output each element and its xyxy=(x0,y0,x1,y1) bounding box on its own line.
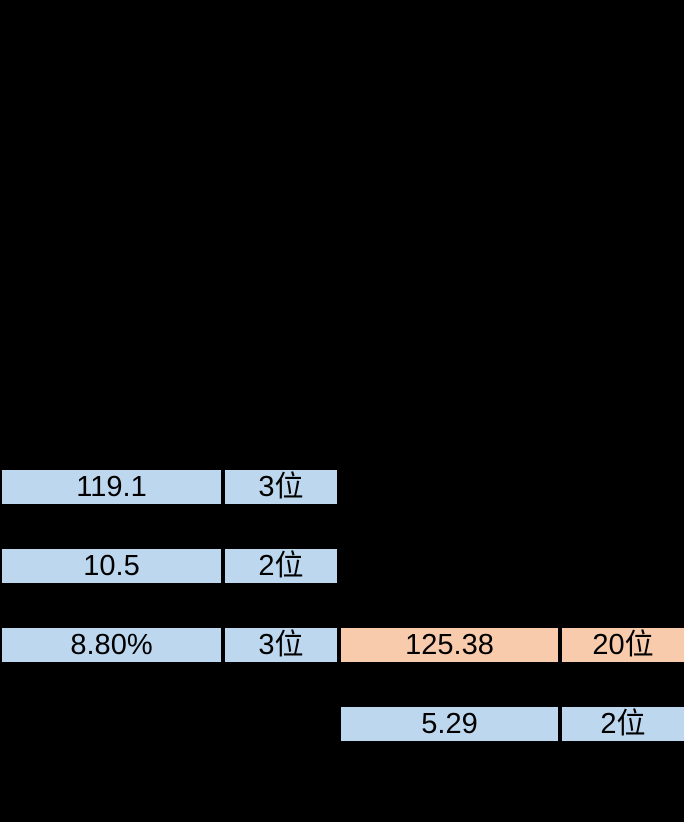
value-cell[interactable]: 125.38 xyxy=(339,626,560,664)
value-cell[interactable]: 10.5 xyxy=(0,547,223,585)
stat-row: 10.5 2位 xyxy=(0,547,339,585)
value-cell[interactable]: 119.1 xyxy=(0,468,223,506)
value-cell[interactable]: 8.80% xyxy=(0,626,223,664)
rank-cell[interactable]: 2位 xyxy=(560,705,684,743)
rank-cell[interactable]: 3位 xyxy=(223,468,339,506)
stat-row: 125.38 20位 xyxy=(339,626,684,664)
value-cell[interactable]: 5.29 xyxy=(339,705,560,743)
rank-cell[interactable]: 2位 xyxy=(223,547,339,585)
stat-row: 119.1 3位 xyxy=(0,468,339,506)
stat-row: 8.80% 3位 xyxy=(0,626,339,664)
stat-row: 5.29 2位 xyxy=(339,705,684,743)
rank-cell[interactable]: 3位 xyxy=(223,626,339,664)
rank-cell[interactable]: 20位 xyxy=(560,626,684,664)
